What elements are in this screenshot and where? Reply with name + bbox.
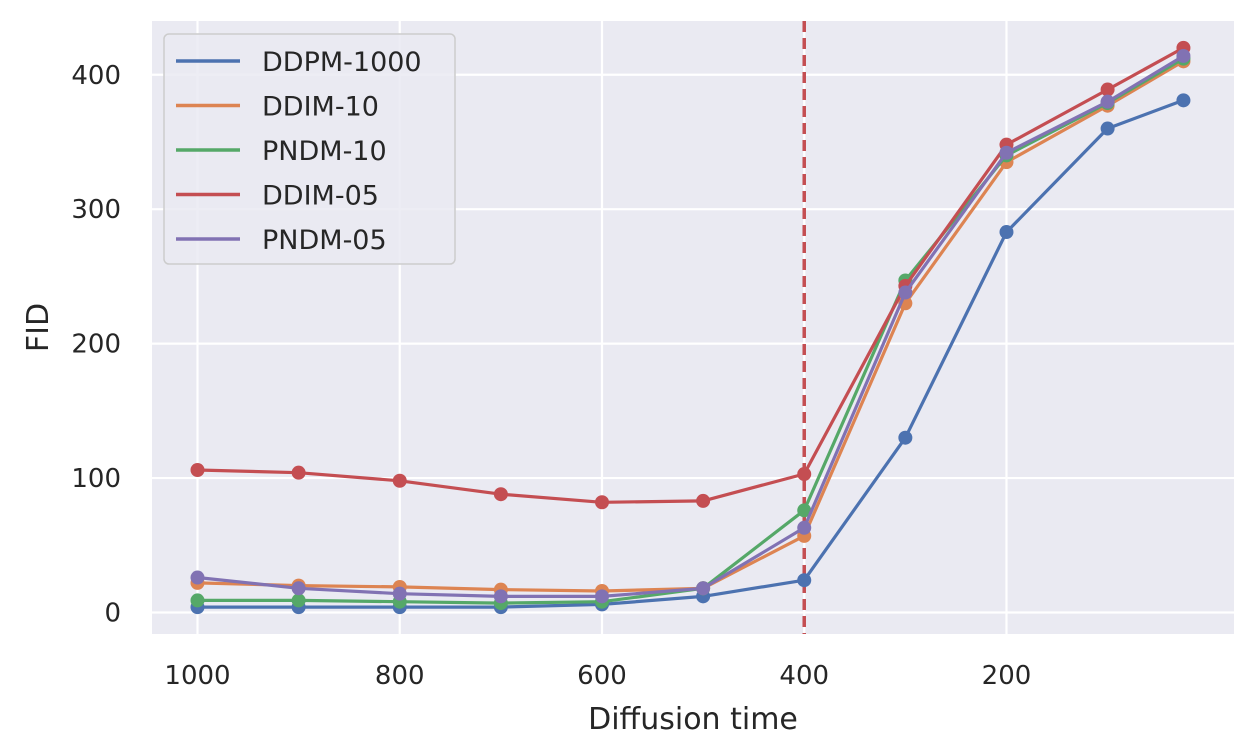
legend-box [163, 33, 456, 265]
y-axis-label: FID [21, 303, 56, 352]
x-tick-label: 400 [779, 661, 829, 691]
data-point [190, 462, 205, 477]
legend-label: PNDM-05 [262, 225, 387, 256]
data-point [1176, 48, 1191, 63]
legend-label: PNDM-10 [262, 136, 387, 167]
legend-label: DDIM-10 [262, 92, 379, 123]
data-point [999, 225, 1014, 240]
data-point [594, 589, 609, 604]
data-point [392, 586, 407, 601]
data-point [392, 473, 407, 488]
x-tick-label: 200 [982, 661, 1032, 691]
data-point [696, 581, 711, 596]
y-tick-label: 400 [71, 61, 121, 91]
legend: DDPM-1000 DDIM-10 PNDM-10 DDIM-05 PNDM-05 [163, 33, 456, 265]
series-layer [190, 40, 1191, 615]
data-point [1100, 121, 1115, 136]
data-point [797, 573, 812, 588]
data-point [898, 285, 913, 300]
y-tick-label: 300 [71, 195, 121, 225]
x-tick-label: 800 [375, 661, 425, 691]
data-point [190, 593, 205, 608]
data-point [797, 467, 812, 482]
data-point [291, 581, 306, 596]
data-point [493, 487, 508, 502]
x-tick-label: 1000 [164, 661, 230, 691]
data-point [493, 589, 508, 604]
data-point [898, 430, 913, 445]
data-point [190, 570, 205, 585]
data-point [1100, 82, 1115, 97]
data-point [1100, 94, 1115, 109]
x-axis-label: Diffusion time [588, 702, 798, 737]
data-point [999, 145, 1014, 160]
y-tick-label: 0 [104, 598, 121, 628]
legend-label: DDIM-05 [262, 181, 379, 212]
data-point [291, 465, 306, 480]
series-pndm-05 [190, 48, 1191, 604]
legend-label: DDPM-1000 [262, 47, 422, 78]
data-point [696, 493, 711, 508]
y-tick-label: 100 [71, 464, 121, 494]
x-tick-label: 600 [577, 661, 627, 691]
data-point [797, 520, 812, 535]
data-point [594, 495, 609, 510]
x-axis-ticks: 1000 800 600 400 200 [164, 661, 1031, 691]
data-point [1176, 93, 1191, 108]
y-tick-label: 200 [71, 330, 121, 360]
data-point [797, 503, 812, 518]
y-axis-ticks: 0 100 200 300 400 [71, 61, 121, 629]
data-point [291, 593, 306, 608]
